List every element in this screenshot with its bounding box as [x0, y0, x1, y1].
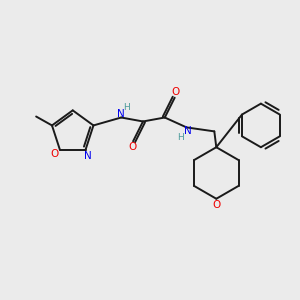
- Text: H: H: [123, 103, 130, 112]
- Text: O: O: [212, 200, 220, 210]
- Text: N: N: [84, 151, 92, 161]
- Text: H: H: [177, 133, 184, 142]
- Text: N: N: [184, 126, 191, 136]
- Text: O: O: [51, 149, 59, 159]
- Text: O: O: [128, 142, 136, 152]
- Text: N: N: [117, 109, 125, 118]
- Text: O: O: [172, 87, 180, 97]
